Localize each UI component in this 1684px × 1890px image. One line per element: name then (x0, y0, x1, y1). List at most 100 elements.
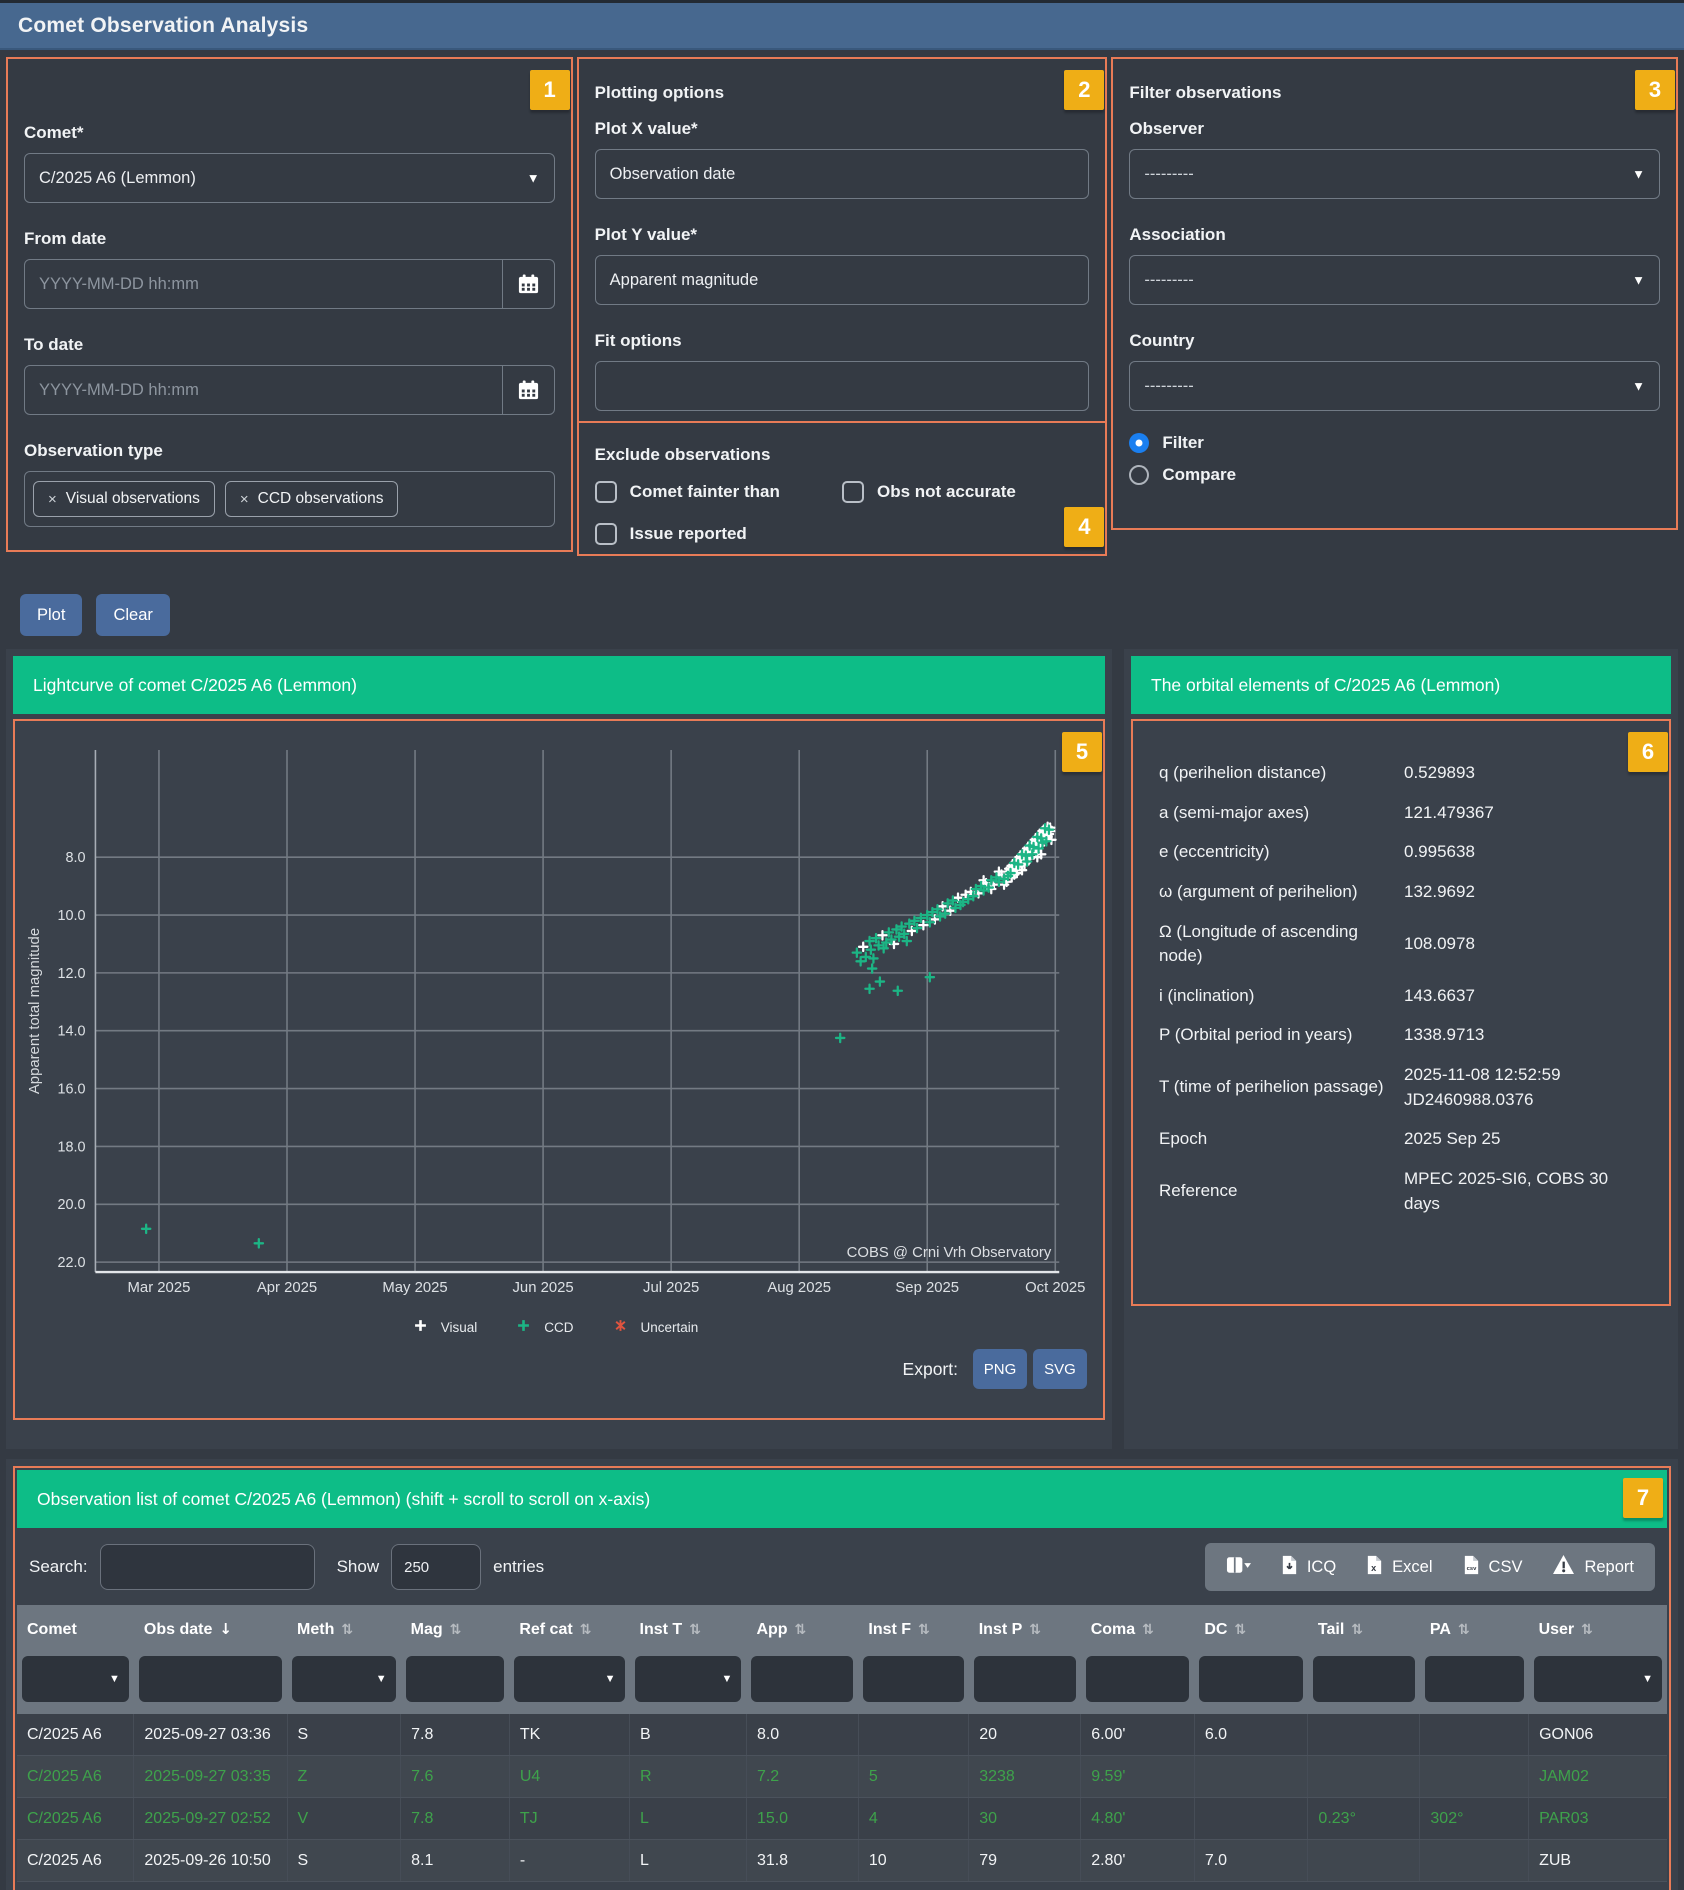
checkbox-icon[interactable] (595, 523, 617, 545)
table-row[interactable]: C/2025 A62025-09-27 03:36S7.8TKB8.0206.0… (17, 1714, 1667, 1756)
calendar-icon[interactable] (502, 260, 554, 308)
excel-button[interactable]: xExcel (1351, 1543, 1447, 1591)
icq-button[interactable]: ICQ (1266, 1543, 1351, 1591)
sort-icon[interactable]: ⇅ (341, 1622, 353, 1638)
sort-icon[interactable]: ⇅ (918, 1622, 930, 1638)
column-visibility-button[interactable] (1211, 1543, 1266, 1591)
sort-desc-icon[interactable]: ↓ (219, 1620, 232, 1638)
sort-icon[interactable]: ⇅ (1029, 1622, 1041, 1638)
column-header-label: PA (1430, 1621, 1451, 1638)
column-filter-select[interactable]: ▼ (292, 1656, 396, 1702)
observer-select[interactable]: ---------▼ (1129, 149, 1660, 199)
panel-badge-1: 1 (530, 70, 570, 110)
orbital-element-value: MPEC 2025-SI6, COBS 30 days (1404, 1167, 1643, 1216)
sort-icon[interactable]: ⇅ (450, 1622, 462, 1638)
export-svg-button[interactable]: SVG (1033, 1349, 1087, 1389)
observation-type-multiselect[interactable]: ×Visual observations ×CCD observations (24, 471, 555, 527)
table-cell: 9.59' (1081, 1756, 1195, 1798)
fit-options-input[interactable] (595, 361, 1090, 411)
column-header-mag[interactable]: Mag⇅ (401, 1605, 510, 1652)
to-date-input[interactable] (25, 366, 502, 414)
remove-tag-icon[interactable]: × (240, 491, 249, 508)
clear-button[interactable]: Clear (96, 594, 169, 636)
fit-options-label: Fit options (595, 331, 1090, 351)
from-date-input[interactable] (25, 260, 502, 308)
column-header-dc[interactable]: DC⇅ (1194, 1605, 1308, 1652)
table-cell: C/2025 A6 (17, 1756, 134, 1798)
column-header-inst-f[interactable]: Inst F⇅ (858, 1605, 968, 1652)
column-header-tail[interactable]: Tail⇅ (1308, 1605, 1420, 1652)
table-row[interactable]: C/2025 A62025-09-26 10:50S8.1-L31.810792… (17, 1840, 1667, 1882)
column-filter-input[interactable] (751, 1656, 853, 1702)
plot-y-select[interactable]: Apparent magnitude (595, 255, 1090, 305)
column-filter-input[interactable] (139, 1656, 282, 1702)
column-header-ref-cat[interactable]: Ref cat⇅ (509, 1605, 629, 1652)
column-filter-select[interactable]: ▼ (635, 1656, 742, 1702)
comet-select[interactable]: C/2025 A6 (Lemmon) ▼ (24, 153, 555, 203)
chevron-down-icon: ▼ (109, 1673, 120, 1685)
column-header-pa[interactable]: PA ⇅ (1420, 1605, 1529, 1652)
column-filter-input[interactable] (406, 1656, 505, 1702)
country-select[interactable]: ---------▼ (1129, 361, 1660, 411)
column-header-meth[interactable]: Meth⇅ (287, 1605, 401, 1652)
column-header-user[interactable]: User⇅ (1529, 1605, 1667, 1652)
table-header-row: CometObs date↓Meth⇅Mag⇅Ref cat⇅Inst T⇅Ap… (17, 1605, 1667, 1652)
remove-tag-icon[interactable]: × (48, 491, 57, 508)
sort-icon[interactable]: ⇅ (1581, 1622, 1593, 1638)
csv-button[interactable]: csvCSV (1448, 1543, 1538, 1591)
column-filter-inst-p (969, 1652, 1081, 1714)
checkbox-icon[interactable] (595, 481, 617, 503)
radio-icon[interactable] (1129, 465, 1149, 485)
plot-button[interactable]: Plot (20, 594, 82, 636)
column-filter-input[interactable] (1313, 1656, 1415, 1702)
checkbox-icon[interactable] (842, 481, 864, 503)
exclude-checkbox-2[interactable]: Obs not accurate (842, 481, 1089, 503)
column-header-inst-t[interactable]: Inst T⇅ (630, 1605, 747, 1652)
column-header-app[interactable]: App ⇅ (746, 1605, 858, 1652)
radio-selected-icon[interactable] (1129, 433, 1149, 453)
sort-icon[interactable]: ⇅ (795, 1622, 807, 1638)
report-button[interactable]: Report (1537, 1543, 1649, 1591)
column-header-coma[interactable]: Coma⇅ (1081, 1605, 1195, 1652)
sort-icon[interactable]: ⇅ (1351, 1622, 1363, 1638)
observation-type-tag[interactable]: ×Visual observations (33, 481, 215, 517)
observation-type-label: Observation type (24, 441, 555, 461)
column-filter-select[interactable]: ▼ (514, 1656, 624, 1702)
column-filter-select[interactable]: ▼ (1534, 1656, 1662, 1702)
association-select[interactable]: ---------▼ (1129, 255, 1660, 305)
column-header-comet[interactable]: Comet (17, 1605, 134, 1652)
table-row[interactable]: C/2025 A62025-09-27 02:52V7.8TJL15.04304… (17, 1798, 1667, 1840)
sort-icon[interactable]: ⇅ (689, 1622, 701, 1638)
export-png-button[interactable]: PNG (973, 1349, 1027, 1389)
search-input[interactable] (100, 1544, 315, 1590)
comet-label: Comet* (24, 123, 555, 143)
svg-text:Jun 2025: Jun 2025 (512, 1280, 573, 1296)
sort-icon[interactable]: ⇅ (1234, 1622, 1246, 1638)
orbital-element-label: q (perihelion distance) (1159, 761, 1404, 786)
column-filter-input[interactable] (974, 1656, 1076, 1702)
column-header-label: App (756, 1621, 787, 1638)
calendar-icon[interactable] (502, 366, 554, 414)
sort-icon[interactable]: ⇅ (580, 1622, 592, 1638)
exclude-checkbox-3[interactable]: Issue reported (595, 523, 842, 545)
show-entries-input[interactable] (391, 1544, 481, 1590)
column-filter-input[interactable] (863, 1656, 963, 1702)
column-header-inst-p[interactable]: Inst P⇅ (969, 1605, 1081, 1652)
plot-x-select[interactable]: Observation date (595, 149, 1090, 199)
sort-icon[interactable]: ⇅ (1458, 1622, 1470, 1638)
column-filter-meth: ▼ (287, 1652, 401, 1714)
radio-compare[interactable]: Compare (1129, 465, 1660, 485)
exclude-checkbox-1[interactable]: Comet fainter than (595, 481, 842, 503)
column-filter-input[interactable] (1086, 1656, 1190, 1702)
column-header-obs-date[interactable]: Obs date↓ (134, 1605, 287, 1652)
radio-filter[interactable]: Filter (1129, 433, 1660, 453)
table-cell: 7.8 (401, 1714, 510, 1756)
column-filter-input[interactable] (1199, 1656, 1303, 1702)
legend-label: Uncertain (641, 1320, 699, 1335)
table-row[interactable]: C/2025 A62025-09-27 03:35Z7.6U4R7.253238… (17, 1756, 1667, 1798)
column-filter-select[interactable]: ▼ (22, 1656, 129, 1702)
column-filter-input[interactable] (1425, 1656, 1524, 1702)
column-header-label: Comet (27, 1621, 77, 1638)
sort-icon[interactable]: ⇅ (1142, 1622, 1154, 1638)
observation-type-tag[interactable]: ×CCD observations (225, 481, 399, 517)
